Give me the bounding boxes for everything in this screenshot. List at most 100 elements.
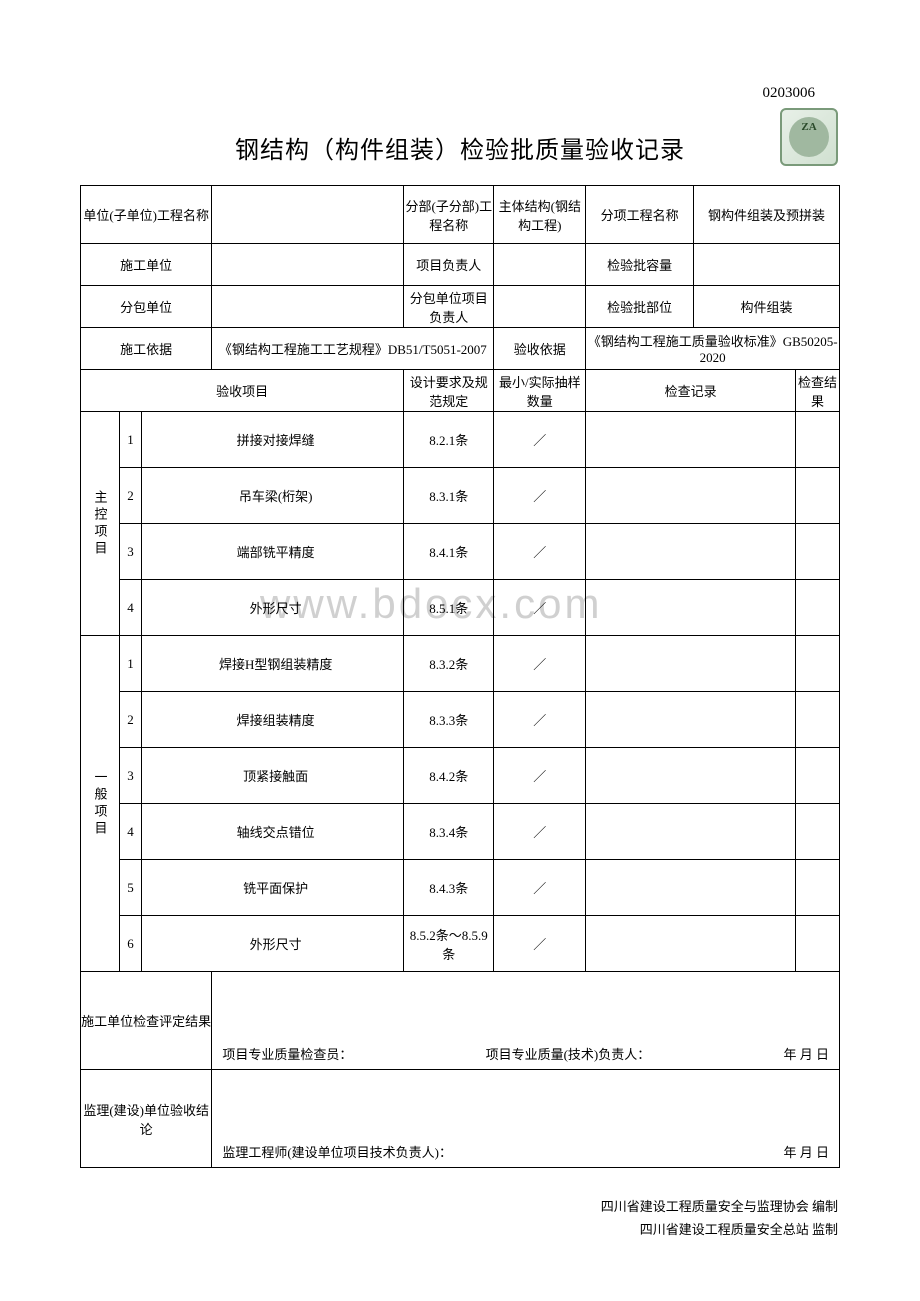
col-record: 检查记录: [586, 370, 796, 412]
mi-res: [796, 580, 840, 636]
gi-res: [796, 748, 840, 804]
gi-res: [796, 860, 840, 916]
col-sample: 最小/实际抽样数量: [494, 370, 586, 412]
mi-n: 1: [120, 412, 142, 468]
hdr-subcon: 分包单位: [81, 286, 212, 328]
col-design: 设计要求及规范规定: [404, 370, 494, 412]
gi-spec: 8.3.4条: [404, 804, 494, 860]
mi-spec: 8.4.1条: [404, 524, 494, 580]
gi-rec: [586, 860, 796, 916]
mi-rec: [586, 412, 796, 468]
gi-name: 外形尺寸: [142, 916, 404, 972]
gi-n: 1: [120, 636, 142, 692]
col-item: 验收项目: [81, 370, 404, 412]
mi-res: [796, 468, 840, 524]
sig2-label: 监理(建设)单位验收结论: [81, 1070, 212, 1168]
sig1-cell: 项目专业质量检查员： 项目专业质量(技术)负责人： 年 月 日: [212, 972, 840, 1070]
sig1-label: 施工单位检查评定结果: [81, 972, 212, 1070]
val-unit: [212, 186, 404, 244]
gi-name: 铣平面保护: [142, 860, 404, 916]
inspection-table: 单位(子单位)工程名称 分部(子分部)工程名称 主体结构(钢结构工程) 分项工程…: [80, 185, 840, 1168]
sig1-left: 项目专业质量检查员：: [222, 1044, 352, 1063]
doc-number: 0203006: [763, 85, 816, 102]
sig2-cell: 监理工程师(建设单位项目技术负责人)： 年 月 日: [212, 1070, 840, 1168]
hdr-pm: 项目负责人: [404, 244, 494, 286]
footer-line1: 四川省建设工程质量安全与监理协会 编制: [601, 1195, 838, 1218]
mi-n: 3: [120, 524, 142, 580]
gi-sample: ／: [494, 692, 586, 748]
mi-rec: [586, 524, 796, 580]
gi-n: 5: [120, 860, 142, 916]
mi-rec: [586, 580, 796, 636]
gi-spec: 8.3.3条: [404, 692, 494, 748]
section-general: 一般项目: [81, 636, 120, 972]
gi-sample: ／: [494, 748, 586, 804]
hdr-subdiv: 分部(子分部)工程名称: [404, 186, 494, 244]
val-subcon: [212, 286, 404, 328]
footer: 四川省建设工程质量安全与监理协会 编制 四川省建设工程质量安全总站 监制: [601, 1195, 838, 1242]
mi-n: 2: [120, 468, 142, 524]
val-subpm: [494, 286, 586, 328]
gi-n: 3: [120, 748, 142, 804]
mi-name: 吊车梁(桁架): [142, 468, 404, 524]
mi-sample: ／: [494, 412, 586, 468]
mi-name: 拼接对接焊缝: [142, 412, 404, 468]
gi-name: 轴线交点错位: [142, 804, 404, 860]
mi-rec: [586, 468, 796, 524]
section-main: 主控项目: [81, 412, 120, 636]
gi-spec: 8.3.2条: [404, 636, 494, 692]
val-subitem: 钢构件组装及预拼装: [694, 186, 840, 244]
gi-sample: ／: [494, 636, 586, 692]
mi-res: [796, 524, 840, 580]
gi-rec: [586, 804, 796, 860]
gi-rec: [586, 692, 796, 748]
footer-line2: 四川省建设工程质量安全总站 监制: [601, 1218, 838, 1241]
hdr-const: 施工单位: [81, 244, 212, 286]
val-basis: 《钢结构工程施工工艺规程》DB51/T5051-2007: [212, 328, 494, 370]
gi-rec: [586, 636, 796, 692]
mi-sample: ／: [494, 524, 586, 580]
gi-res: [796, 692, 840, 748]
val-batch-cap: [694, 244, 840, 286]
mi-name: 端部铣平精度: [142, 524, 404, 580]
hdr-subitem: 分项工程名称: [586, 186, 694, 244]
mi-sample: ／: [494, 580, 586, 636]
hdr-accept: 验收依据: [494, 328, 586, 370]
mi-res: [796, 412, 840, 468]
hdr-basis: 施工依据: [81, 328, 212, 370]
gi-res: [796, 636, 840, 692]
val-subdiv: 主体结构(钢结构工程): [494, 186, 586, 244]
mi-sample: ／: [494, 468, 586, 524]
sig1-mid: 项目专业质量(技术)负责人：: [486, 1044, 651, 1063]
gi-n: 4: [120, 804, 142, 860]
val-batch-loc: 构件组装: [694, 286, 840, 328]
gi-spec: 8.4.2条: [404, 748, 494, 804]
gi-sample: ／: [494, 804, 586, 860]
mi-spec: 8.3.1条: [404, 468, 494, 524]
gi-name: 焊接组装精度: [142, 692, 404, 748]
hdr-unit: 单位(子单位)工程名称: [81, 186, 212, 244]
gi-sample: ／: [494, 916, 586, 972]
gi-name: 顶紧接触面: [142, 748, 404, 804]
sig2-date: 年 月 日: [783, 1142, 829, 1161]
hdr-batch-cap: 检验批容量: [586, 244, 694, 286]
col-result: 检查结果: [796, 370, 840, 412]
sig1-date: 年 月 日: [783, 1044, 829, 1063]
val-pm: [494, 244, 586, 286]
mi-name: 外形尺寸: [142, 580, 404, 636]
gi-res: [796, 916, 840, 972]
page-title: 钢结构（构件组装）检验批质量验收记录: [0, 130, 920, 165]
gi-rec: [586, 916, 796, 972]
gi-name: 焊接H型钢组装精度: [142, 636, 404, 692]
val-const: [212, 244, 404, 286]
gi-sample: ／: [494, 860, 586, 916]
mi-n: 4: [120, 580, 142, 636]
sig2-left: 监理工程师(建设单位项目技术负责人)：: [222, 1142, 452, 1161]
mi-spec: 8.2.1条: [404, 412, 494, 468]
gi-res: [796, 804, 840, 860]
gi-n: 2: [120, 692, 142, 748]
mi-spec: 8.5.1条: [404, 580, 494, 636]
hdr-batch-loc: 检验批部位: [586, 286, 694, 328]
hdr-subpm: 分包单位项目负责人: [404, 286, 494, 328]
gi-spec: 8.5.2条～8.5.9条: [404, 916, 494, 972]
